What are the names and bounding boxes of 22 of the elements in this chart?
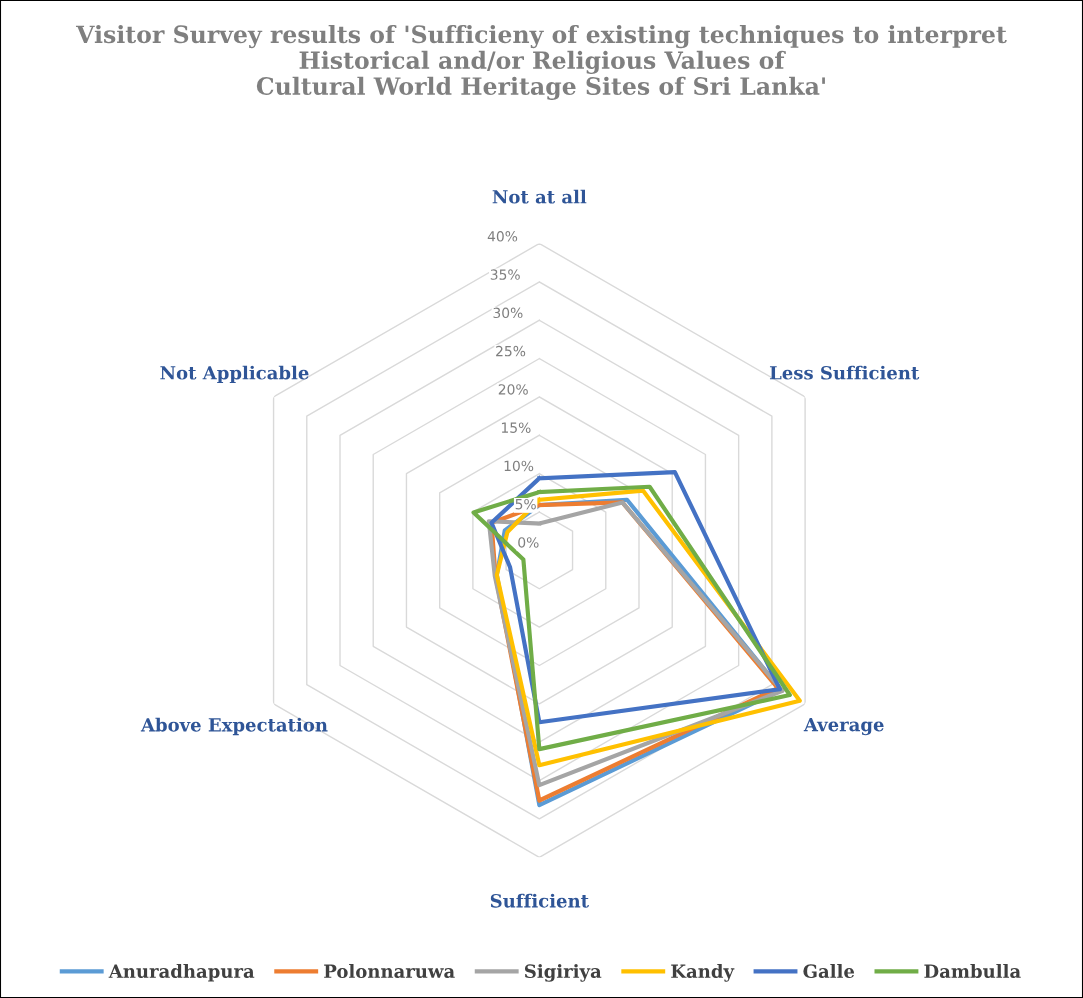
y-tick-label: 20% [498,384,528,395]
legend-label: Dambulla [924,964,1021,978]
legend-label: Kandy [671,964,735,982]
spoke-label: Above Expectation [140,717,328,736]
y-tick-label: 10% [504,460,534,472]
spoke-label: Not at all [492,189,587,204]
y-tick-label: 40% [487,231,518,242]
legend-label: Anuradhapura [108,964,255,982]
legend-label: Galle [803,964,855,978]
y-tick-label: 5% [515,498,536,510]
spoke-label: Average [803,717,884,736]
spoke-label: Less Sufficient [769,365,920,380]
spoke-label: Not Applicable [160,365,309,384]
y-tick-label: 15% [501,422,531,433]
chart-title: Visitor Survey results of 'Sufficieny of existing techniques to interpret Historical and/or Religious Values of Cultural World Heritage Sites of Sri Lanka' [75,24,1007,100]
legend-label: Sigiriya [524,964,602,982]
y-tick-label: 0% [518,537,539,548]
legend-label: Polonnaruwa [324,964,455,978]
spoke-label: Sufficient [490,893,589,908]
y-tick-label: 25% [496,345,526,357]
y-tick-label: 30% [493,307,523,319]
y-tick-label: 35% [490,269,520,280]
